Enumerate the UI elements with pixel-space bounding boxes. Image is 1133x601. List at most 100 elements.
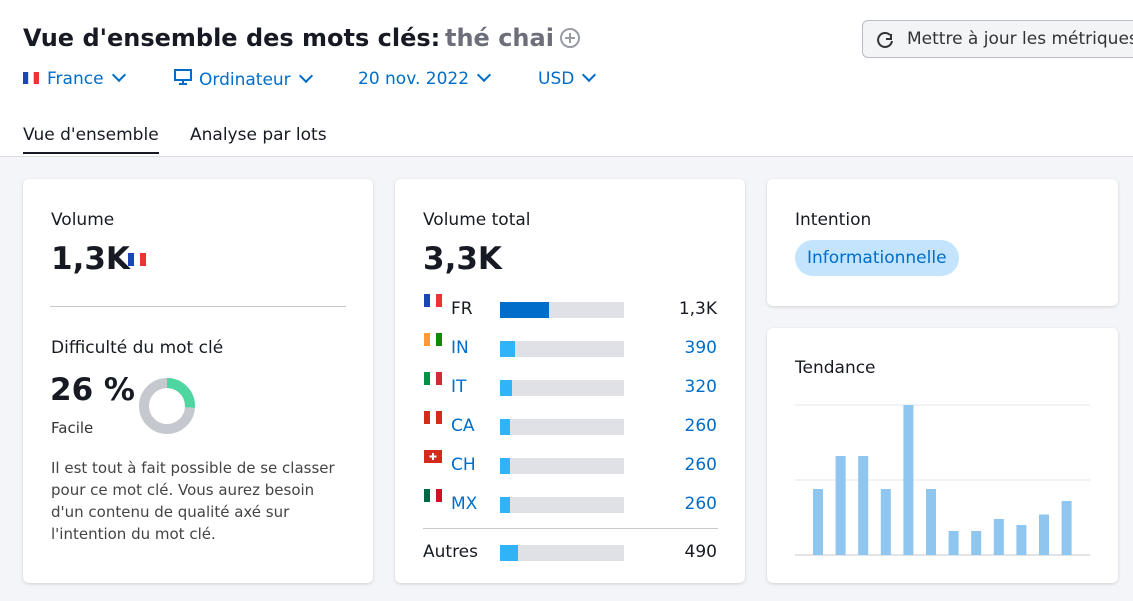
flag-stripe	[436, 489, 442, 502]
update-button[interactable]: Mettre à jour les métriques	[862, 20, 1133, 58]
flag-stripe	[436, 372, 442, 385]
country-code: FR	[451, 299, 473, 319]
flag	[424, 450, 442, 463]
monitor-icon	[174, 69, 192, 85]
trend-bar	[835, 456, 846, 555]
flag	[23, 72, 39, 84]
difficulty-donut	[139, 378, 195, 434]
trend-title: Tendance	[795, 358, 876, 378]
tab[interactable]: Analyse par lots	[190, 125, 327, 145]
volume-value: 390	[684, 338, 717, 358]
volume-value: 1,3K	[51, 241, 130, 277]
volume-value: 260	[684, 416, 717, 436]
total-volume-card: Volume total 3,3K FR 1,3K IN 390 IT 320 CA 260 C…	[395, 179, 745, 583]
flag-stripe	[430, 372, 436, 385]
volume-track	[500, 458, 624, 474]
trend-bar	[1039, 514, 1049, 555]
header: Vue d'ensemble des mots clés: thé chai M…	[0, 0, 1133, 157]
country-code: IN	[451, 338, 469, 358]
volume-value: 260	[684, 455, 717, 475]
trend-bar	[880, 489, 891, 555]
filter-label: USD	[538, 69, 575, 89]
flag-stripe	[430, 294, 436, 307]
tab-active[interactable]: Vue d'ensemble	[23, 125, 159, 154]
trend-bar	[858, 456, 869, 555]
volume-track	[500, 380, 624, 396]
country-code: CH	[451, 455, 476, 475]
filter-label: Ordinateur	[199, 70, 291, 90]
difficulty-title: Difficulté du mot clé	[51, 338, 224, 358]
flag-stripe	[424, 294, 430, 307]
flag-stripe	[424, 372, 430, 385]
volume-track	[500, 341, 624, 357]
total-volume-title: Volume total	[423, 210, 531, 230]
flag-stripe	[430, 333, 436, 346]
flag-stripe	[430, 489, 436, 502]
volume-bar	[500, 419, 510, 435]
trend-chart	[795, 404, 1090, 556]
divider	[50, 306, 346, 307]
flag	[424, 294, 442, 307]
update-label: Mettre à jour les métriques	[907, 29, 1133, 49]
total-volume-value: 3,3K	[423, 241, 502, 277]
volume-track	[500, 497, 624, 513]
others-label: Autres	[423, 542, 479, 562]
flag	[424, 411, 442, 424]
refresh-icon	[877, 32, 893, 48]
volume-value: 1,3K	[678, 299, 717, 319]
trend-bar	[903, 405, 914, 555]
flag-stripe	[436, 294, 442, 307]
donut-arc	[139, 378, 195, 434]
difficulty-description: Il est tout à fait possible de se classe…	[51, 459, 335, 543]
volume-bar	[500, 545, 519, 561]
volume-bar	[500, 380, 513, 396]
divider	[423, 528, 718, 529]
filter-country[interactable]: France	[23, 67, 126, 89]
filter-date[interactable]: 20 nov. 2022	[358, 67, 492, 89]
flag-stripe	[424, 411, 430, 424]
add-icon[interactable]	[559, 27, 583, 51]
trend-card: Tendance	[767, 328, 1118, 583]
intent-title: Intention	[795, 210, 872, 230]
trend-bar	[993, 519, 1004, 555]
flag-stripe	[436, 411, 442, 424]
filter-label: France	[47, 69, 104, 89]
trend-bar	[948, 531, 959, 555]
flag-cross	[429, 453, 437, 460]
intent-badge: Informationnelle	[795, 240, 959, 276]
trend-bar	[926, 489, 936, 555]
flag-stripe	[424, 489, 430, 502]
flag-stripe	[424, 450, 430, 463]
flag-stripe	[436, 333, 442, 346]
filter-device[interactable]: Ordinateur	[173, 68, 313, 90]
difficulty-level: Facile	[51, 419, 94, 437]
trend-bar	[1016, 525, 1027, 555]
volume-bar	[500, 302, 549, 318]
volume-value: 320	[684, 377, 717, 397]
page-title: Vue d'ensemble des mots clés:	[23, 24, 441, 52]
trend-bar	[813, 489, 823, 555]
flag	[424, 489, 442, 502]
volume-track	[500, 419, 624, 435]
intent-card: Intention Informationnelle	[767, 179, 1118, 306]
volume-bar	[500, 458, 510, 474]
volume-track	[500, 545, 624, 561]
filter-currency[interactable]: USD	[538, 67, 597, 89]
trend-bar	[1061, 501, 1072, 555]
volume-card: Volume 1,3K Difficulté du mot clé 26 % F…	[23, 179, 373, 583]
volume-bar	[500, 497, 510, 513]
flag	[424, 333, 442, 346]
country-code: MX	[451, 494, 478, 514]
volume-title: Volume	[51, 210, 115, 230]
flag-stripe	[430, 411, 436, 424]
country-code: IT	[451, 377, 467, 397]
volume-value: 260	[684, 494, 717, 514]
flag-stripe	[436, 450, 442, 463]
volume-bar	[500, 341, 515, 357]
keyword: thé chai	[445, 24, 554, 52]
volume-value: 490	[684, 542, 717, 562]
filter-label: 20 nov. 2022	[358, 69, 470, 89]
trend-bar	[971, 531, 982, 555]
